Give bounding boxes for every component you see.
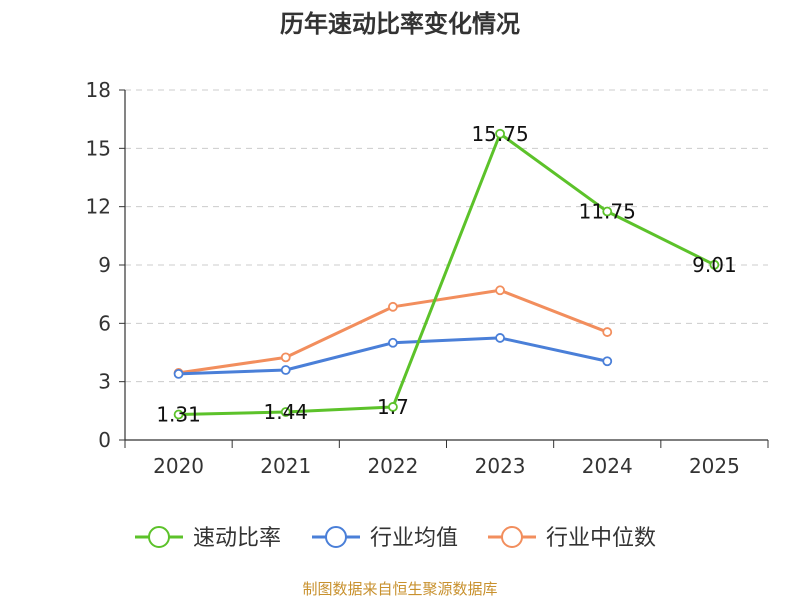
source-note: 制图数据来自恒生聚源数据库	[302, 580, 497, 598]
legend-label: 行业均值	[370, 526, 458, 551]
legend-marker	[325, 526, 347, 548]
data-point[interactable]	[602, 327, 613, 337]
data-point[interactable]	[388, 301, 398, 312]
data-point[interactable]	[495, 285, 505, 296]
data-label: 15.75	[471, 122, 528, 146]
legend-marker	[501, 526, 523, 548]
y-tick-label: 15	[86, 136, 111, 160]
y-tick-label: 12	[86, 195, 111, 219]
series-line-0	[178, 132, 716, 417]
data-label: 11.75	[579, 200, 636, 224]
x-tick-label: 2024	[582, 454, 633, 478]
grid	[125, 89, 768, 383]
y-tick-label: 3	[98, 370, 111, 394]
x-tick-label: 2025	[689, 454, 740, 478]
x-tick-label: 2023	[475, 454, 526, 478]
series-lines	[178, 132, 716, 417]
data-point[interactable]	[495, 128, 505, 139]
legend-label: 行业中位数	[546, 526, 656, 551]
data-point[interactable]	[280, 365, 291, 375]
legend-item[interactable]: 行业均值	[312, 526, 458, 551]
data-point[interactable]	[280, 407, 291, 417]
data-point[interactable]	[388, 337, 398, 348]
legend-label: 速动比率	[193, 526, 281, 551]
y-tick-label: 18	[86, 78, 111, 102]
data-point[interactable]	[280, 352, 291, 363]
data-point[interactable]	[495, 333, 505, 343]
x-tick-label: 2021	[260, 454, 311, 478]
data-label: 1.31	[156, 403, 201, 427]
data-point[interactable]	[173, 409, 184, 420]
y-tick-label: 6	[98, 311, 111, 335]
data-point[interactable]	[709, 259, 720, 270]
x-tick-label: 2022	[367, 454, 418, 478]
legend-item[interactable]: 行业中位数	[488, 526, 656, 551]
legend-item[interactable]: 速动比率	[135, 526, 281, 551]
y-tick-label: 0	[98, 428, 111, 452]
y-tick-label: 9	[98, 253, 111, 277]
data-label: 1.7	[377, 395, 409, 419]
data-point[interactable]	[602, 356, 613, 367]
data-point[interactable]	[388, 402, 398, 412]
data-label: 9.01	[692, 253, 737, 277]
legend-marker	[148, 526, 170, 548]
x-tick-label: 2020	[153, 454, 204, 478]
data-point[interactable]	[602, 206, 613, 217]
data-label: 1.44	[263, 400, 308, 424]
data-point[interactable]	[173, 368, 184, 379]
series-points	[173, 128, 720, 420]
legend[interactable]: 速动比率 行业均值 行业中位数	[135, 526, 656, 551]
axes: 0 3 6 9 12 15 18 2020 2021 2022 2023 2024 2025	[86, 78, 769, 478]
chart-title: 历年速动比率变化情况	[280, 10, 520, 38]
data-labels: 1.31 1.44 1.7 15.75 11.75 9.01	[156, 122, 736, 427]
